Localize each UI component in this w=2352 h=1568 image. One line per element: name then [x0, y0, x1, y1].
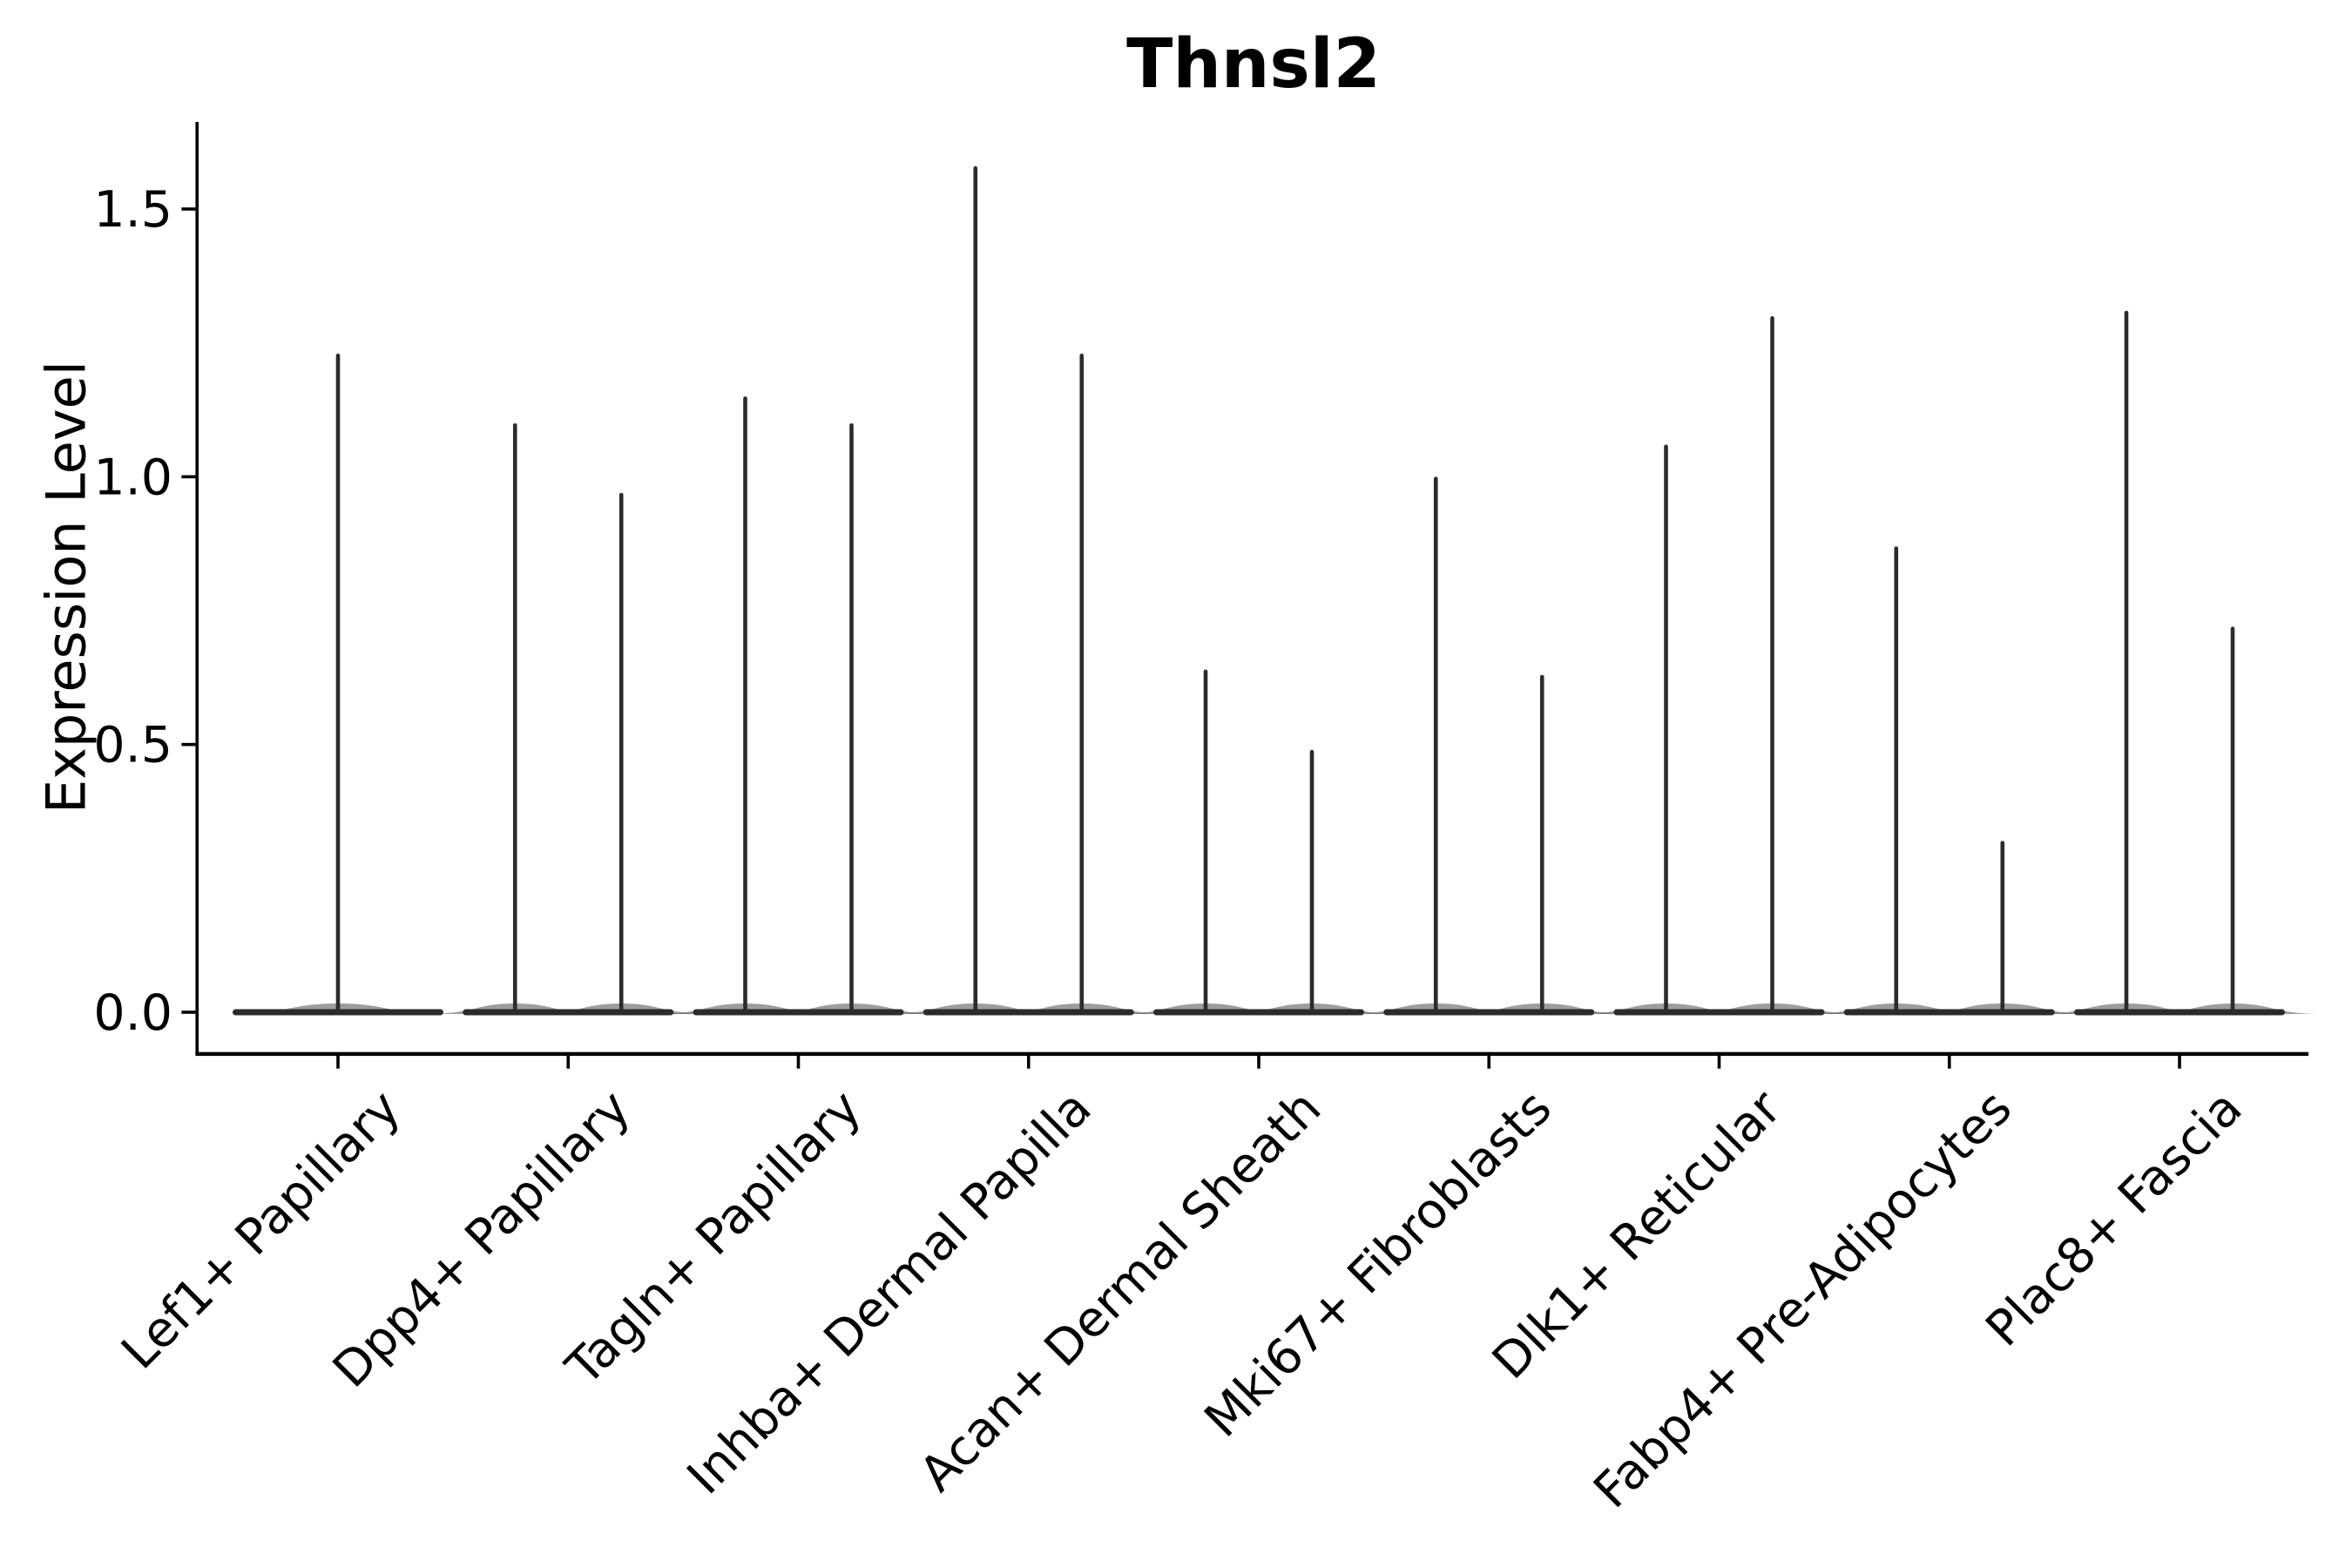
y-tick-label: 1.0	[93, 449, 172, 506]
y-tick-label: 0.0	[93, 984, 172, 1042]
violin-base	[693, 1009, 904, 1016]
violin-base	[923, 1009, 1134, 1016]
x-tick-mark	[1026, 1055, 1031, 1069]
x-tick-mark	[1487, 1055, 1491, 1069]
violin-base	[1613, 1009, 1825, 1016]
y-axis-spine	[195, 122, 199, 1056]
violin-max-spike	[849, 422, 854, 1015]
x-tick-mark	[1717, 1055, 1721, 1069]
violin-max-spike	[1894, 546, 1899, 1014]
violin-base	[1153, 1009, 1364, 1016]
violin-max-spike	[2124, 310, 2129, 1014]
violin-max-spike	[743, 396, 747, 1015]
violin-max-spike	[1664, 444, 1668, 1015]
violin-max-spike	[2230, 626, 2235, 1014]
violin-max-spike	[1539, 674, 1544, 1014]
violin-max-spike	[1203, 669, 1208, 1014]
violin-max-spike	[2000, 841, 2005, 1014]
x-axis-spine	[195, 1051, 2309, 1057]
violin-max-spike	[335, 353, 341, 1014]
y-tick-mark	[181, 1010, 196, 1014]
violin-max-spike	[973, 166, 978, 1015]
x-tick-mark	[1947, 1055, 1951, 1069]
violin-max-spike	[512, 422, 517, 1015]
y-tick-mark	[181, 207, 196, 211]
y-tick-mark	[181, 742, 196, 747]
violin-max-spike	[1433, 476, 1438, 1014]
violin-max-spike	[618, 492, 624, 1014]
x-tick-mark	[1257, 1055, 1260, 1069]
chart-title: Thnsl2	[1126, 25, 1381, 104]
violin-max-spike	[1770, 315, 1774, 1014]
y-tick-label: 1.5	[93, 181, 172, 239]
violin-base	[1383, 1009, 1595, 1016]
x-tick-mark	[796, 1055, 801, 1069]
y-tick-label: 0.5	[93, 717, 172, 774]
violin-base	[1843, 1009, 2055, 1016]
y-axis-label: Expression Level	[34, 361, 98, 814]
violin-max-spike	[1079, 353, 1085, 1014]
x-tick-mark	[336, 1055, 340, 1069]
x-tick-mark	[2178, 1055, 2181, 1069]
x-tick-mark	[566, 1055, 571, 1069]
violin-max-spike	[1309, 749, 1315, 1014]
violin-base	[2074, 1009, 2285, 1016]
y-tick-mark	[181, 475, 196, 479]
violin-base	[463, 1009, 674, 1016]
